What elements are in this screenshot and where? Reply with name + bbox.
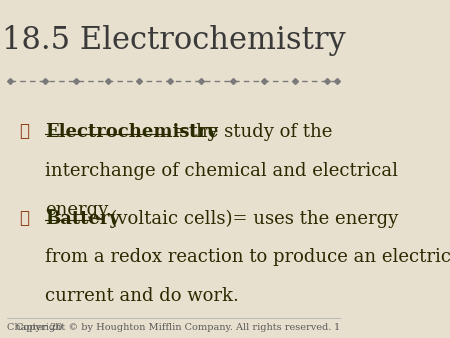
Text: interchange of chemical and electrical: interchange of chemical and electrical (45, 162, 398, 180)
Text: =the study of the: =the study of the (168, 123, 333, 141)
Text: current and do work.: current and do work. (45, 287, 239, 305)
Text: Chapter 20: Chapter 20 (7, 323, 63, 332)
Text: Electrochemistry: Electrochemistry (45, 123, 218, 141)
Text: 18.5 Electrochemistry: 18.5 Electrochemistry (2, 25, 346, 56)
Text: – (voltaic cells)= uses the energy: – (voltaic cells)= uses the energy (90, 210, 399, 228)
Text: energy.: energy. (45, 201, 112, 219)
Text: ✱: ✱ (19, 123, 29, 140)
Text: Copyright © by Houghton Mifflin Company. All rights reserved.: Copyright © by Houghton Mifflin Company.… (16, 323, 331, 332)
Text: 1: 1 (334, 323, 341, 332)
Text: ✱: ✱ (19, 210, 29, 226)
Text: Battery: Battery (45, 210, 120, 227)
Text: from a redox reaction to produce an electric: from a redox reaction to produce an elec… (45, 248, 450, 266)
